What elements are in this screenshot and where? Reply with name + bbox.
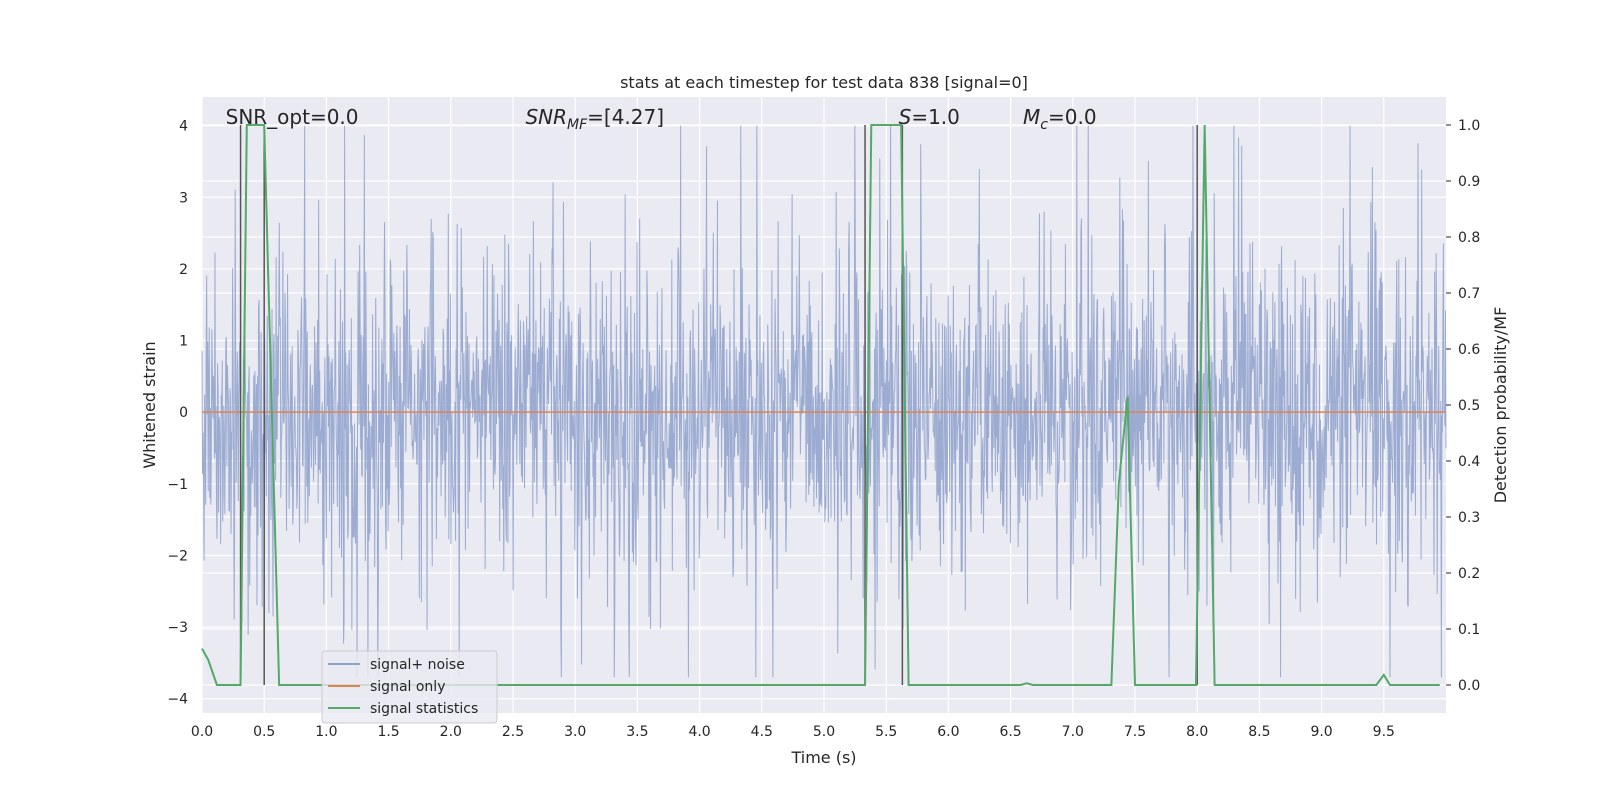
legend-label-noise: signal+ noise [370, 657, 465, 673]
x-tick-label-17: 8.5 [1248, 724, 1270, 740]
y-right-tick-label-1: 0.1 [1458, 622, 1480, 638]
y-right-tick-label-10: 1.0 [1458, 118, 1480, 134]
x-axis-label: Time (s) [790, 748, 856, 767]
x-tick-label-1: 0.5 [253, 724, 275, 740]
y-right-tick-label-7: 0.7 [1458, 286, 1480, 302]
legend-label-signal: signal only [370, 679, 445, 695]
x-tick-label-18: 9.0 [1310, 724, 1332, 740]
x-tick-label-2: 1.0 [315, 724, 337, 740]
y-left-tick-label-4: 0 [179, 405, 188, 421]
y-left-tick-label-6: 2 [179, 262, 188, 278]
y-right-tick-label-4: 0.4 [1458, 454, 1480, 470]
x-tick-label-6: 3.0 [564, 724, 586, 740]
x-tick-label-4: 2.0 [440, 724, 462, 740]
annotation-1: SNRMF=[4.27] [525, 105, 664, 133]
y-right-axis-ticks: 0.0 0.1 0.2 0.3 0.4 0.5 0.6 0.7 0.8 0.9 1.0 [1446, 118, 1480, 694]
noise-line [201, 125, 1447, 678]
y-left-tick-label-5: 1 [179, 334, 188, 350]
chart-title: stats at each timestep for test data 838… [620, 73, 1028, 92]
x-tick-label-13: 6.5 [999, 724, 1021, 740]
y-left-tick-label-8: 4 [179, 119, 188, 135]
y-left-tick-label-3: −1 [167, 477, 188, 493]
series-signal-noise [201, 125, 1447, 678]
y-left-axis-label: Whitened strain [140, 341, 159, 468]
y-right-tick-label-5: 0.5 [1458, 398, 1480, 414]
x-tick-label-12: 6.0 [937, 724, 959, 740]
x-tick-label-0: 0.0 [191, 724, 213, 740]
y-left-tick-label-1: −3 [167, 620, 188, 636]
x-tick-label-7: 3.5 [626, 724, 648, 740]
legend-box [321, 650, 498, 724]
x-tick-label-16: 8.0 [1186, 724, 1208, 740]
x-tick-label-9: 4.5 [751, 724, 773, 740]
y-right-tick-label-9: 0.9 [1458, 174, 1480, 190]
y-right-tick-label-2: 0.2 [1458, 566, 1480, 582]
annotations: SNR_opt=0.0 SNRMF=[4.27] S=1.0 Mc=0.0 [226, 105, 1097, 133]
x-tick-label-14: 7.0 [1062, 724, 1084, 740]
annotation-3: Mc=0.0 [1023, 105, 1097, 133]
x-tick-label-5: 2.5 [502, 724, 524, 740]
y-left-tick-label-2: −2 [167, 548, 188, 564]
annotation-2: S=1.0 [899, 105, 960, 129]
y-left-tick-label-0: −4 [167, 692, 188, 708]
y-right-tick-label-6: 0.6 [1458, 342, 1480, 358]
x-tick-label-19: 9.5 [1373, 724, 1395, 740]
x-tick-label-15: 7.5 [1124, 724, 1146, 740]
x-tick-label-8: 4.0 [688, 724, 710, 740]
x-tick-label-3: 1.5 [377, 724, 399, 740]
legend-label-stats: signal statistics [370, 701, 478, 717]
x-tick-label-10: 5.0 [813, 724, 835, 740]
signal-statistics-line [201, 124, 1440, 686]
x-axis-ticks: 0.0 0.5 1.0 1.5 2.0 2.5 3.0 3.5 4.0 4.5 5.0 5.5 6.0 6… [191, 724, 1395, 740]
y-right-axis-label: Detection probability/MF [1491, 307, 1510, 504]
annotation-0: SNR_opt=0.0 [226, 105, 359, 129]
y-right-tick-label-0: 0.0 [1458, 678, 1480, 694]
legend: signal+ noise signal only signal statist… [321, 650, 498, 724]
x-tick-label-11: 5.5 [875, 724, 897, 740]
series-signal-statistics [201, 124, 1440, 686]
y-right-tick-label-3: 0.3 [1458, 510, 1480, 526]
y-left-axis-ticks: −4 −3 −2 −1 0 1 2 3 4 [167, 119, 188, 708]
y-left-tick-label-7: 3 [179, 190, 188, 206]
y-right-tick-label-8: 0.8 [1458, 230, 1480, 246]
